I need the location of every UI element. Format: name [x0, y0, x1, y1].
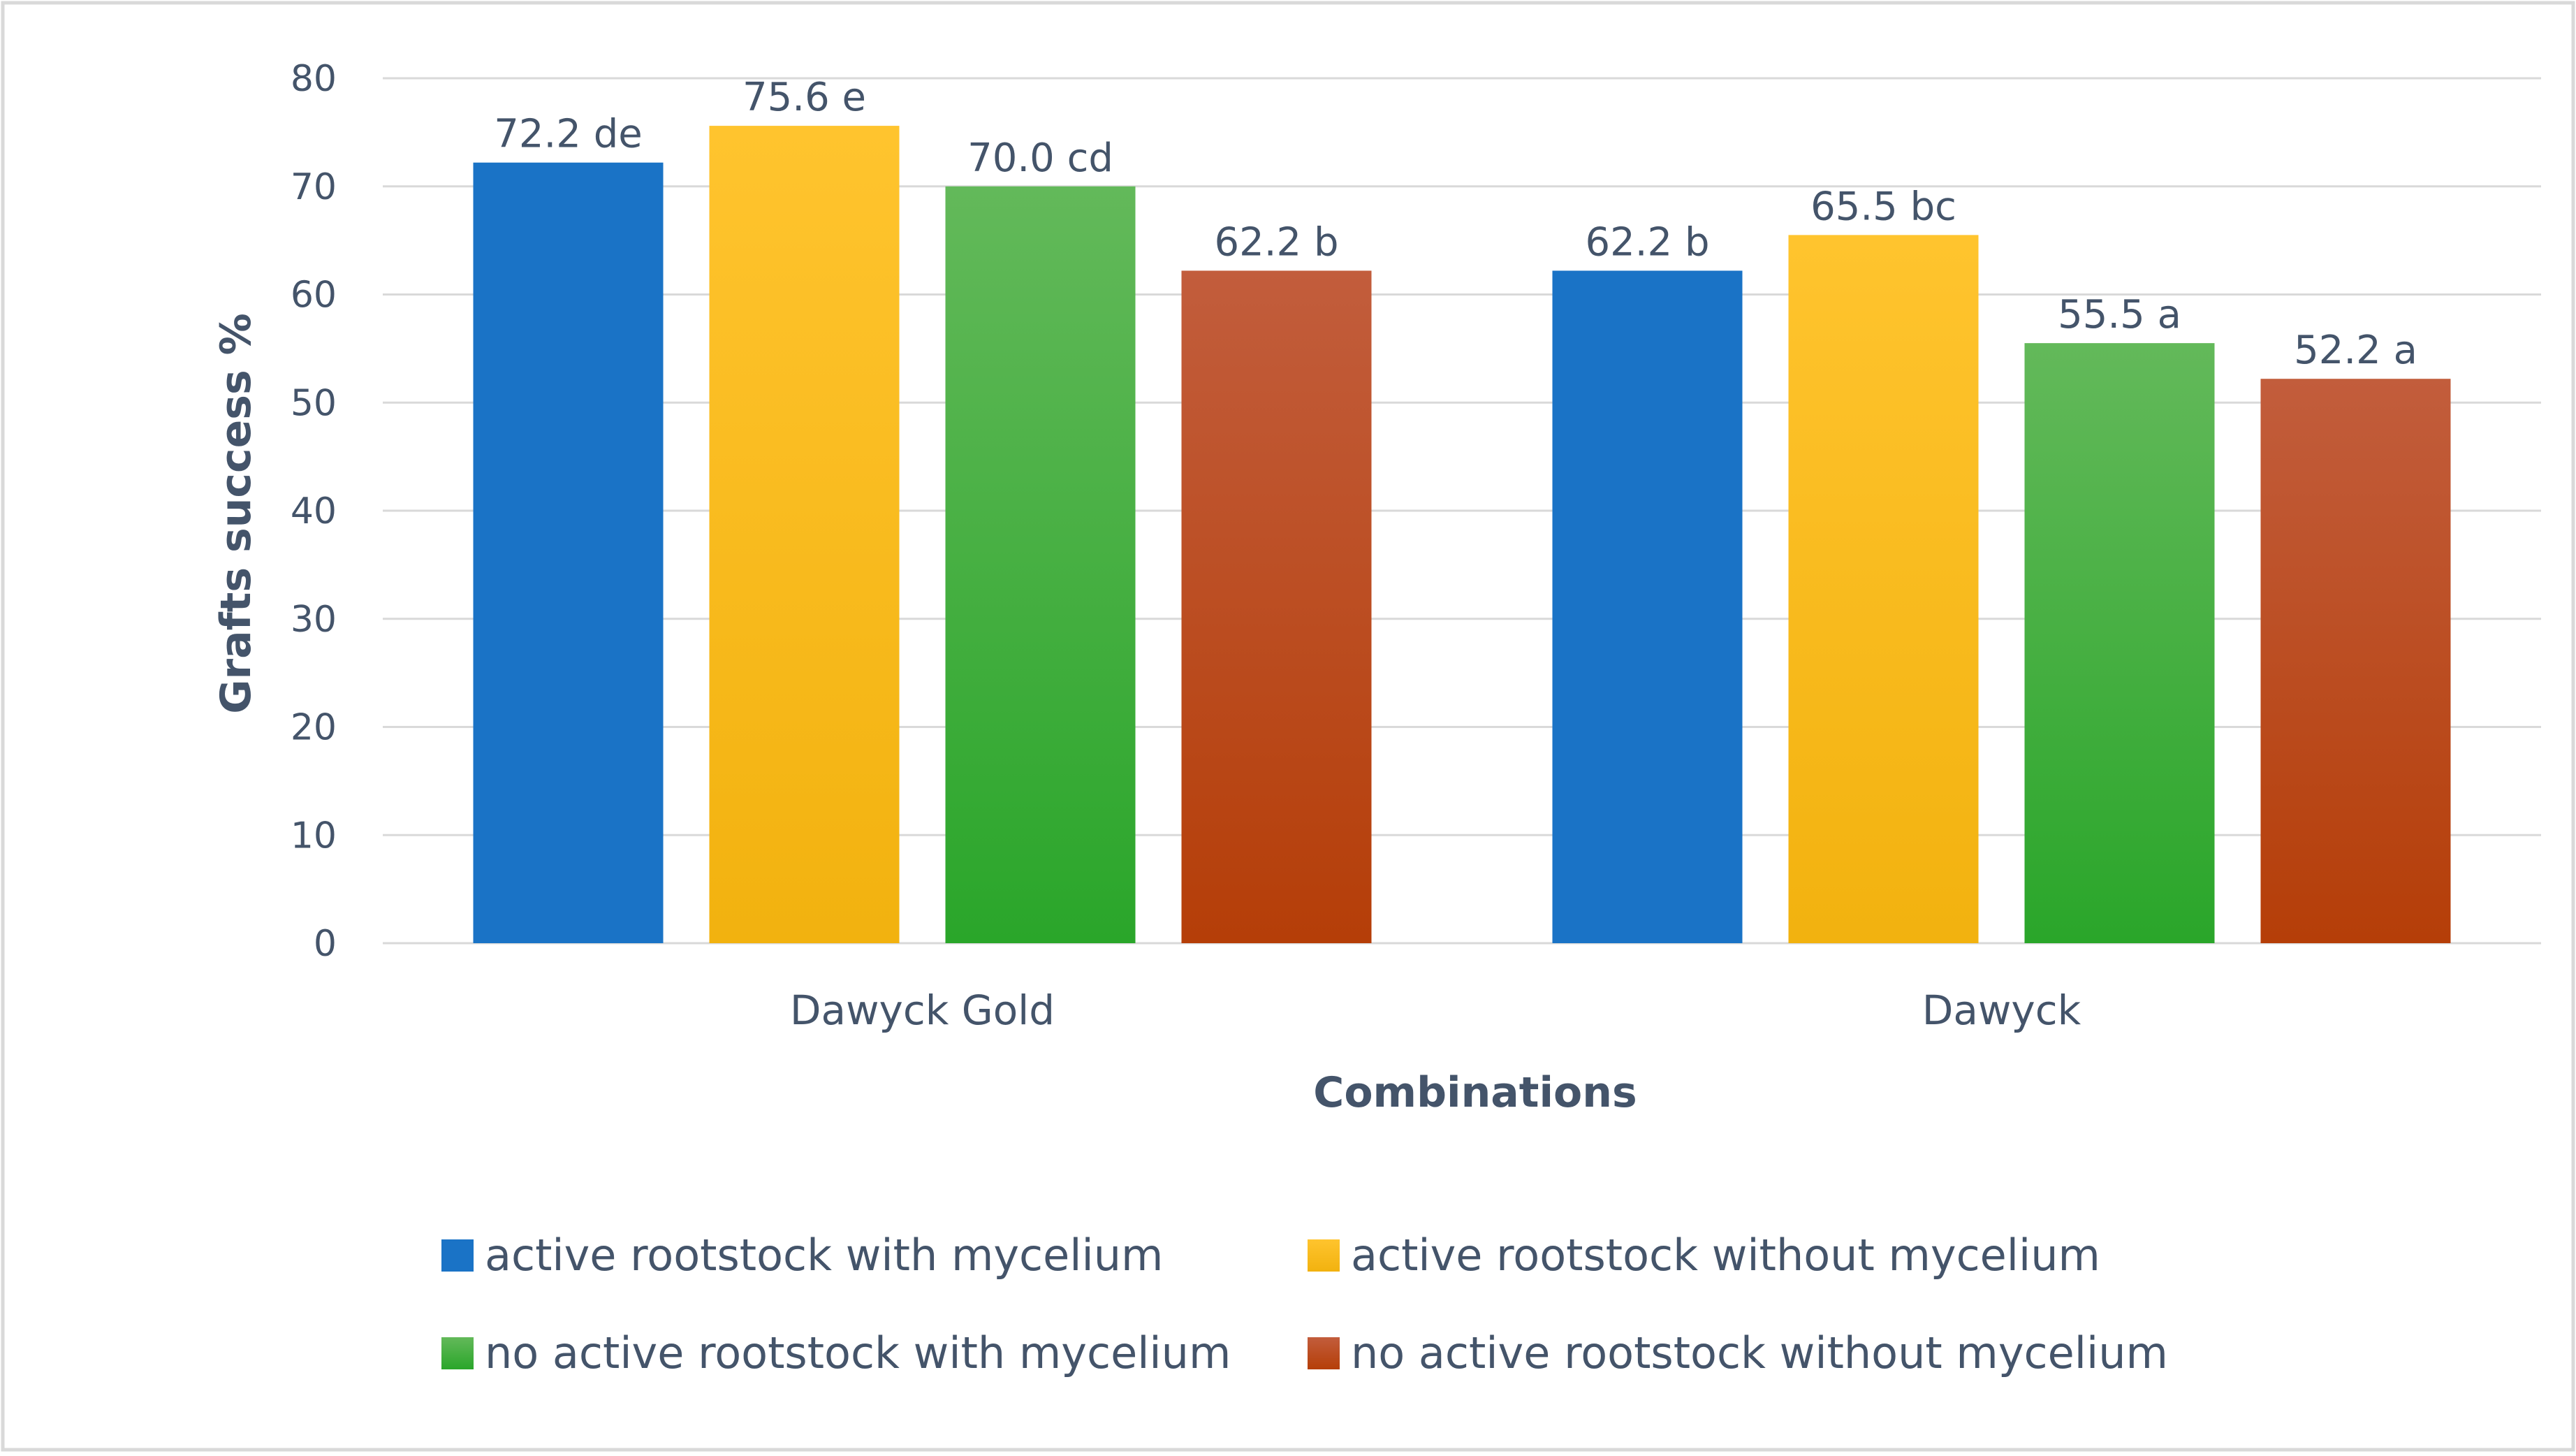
y-tick-label: 60 [291, 275, 337, 316]
data-label: 62.2 b [1585, 219, 1709, 265]
data-label: 62.2 b [1214, 219, 1338, 265]
data-label: 72.2 de [494, 112, 643, 157]
legend-swatch [1308, 1239, 1340, 1272]
y-axis-title: Grafts success % [212, 313, 261, 713]
y-tick-label: 50 [291, 382, 337, 424]
bar [1788, 235, 1979, 943]
legend-label: active rootstock without mycelium [1351, 1230, 2100, 1281]
bar [709, 126, 900, 944]
bar [1552, 270, 1743, 944]
y-tick-label: 10 [291, 815, 337, 857]
legend-swatch [1308, 1337, 1340, 1369]
legend-swatch [441, 1239, 474, 1272]
bar [2024, 343, 2215, 943]
category-label: Dawyck Gold [790, 987, 1055, 1034]
y-tick-label: 70 [291, 166, 337, 208]
bar [1181, 270, 1372, 944]
y-tick-label: 40 [291, 490, 337, 532]
data-label: 65.5 bc [1810, 184, 1956, 229]
legend-swatch [441, 1337, 474, 1369]
y-tick-label: 30 [291, 599, 337, 641]
category-label: Dawyck [1922, 987, 2081, 1034]
y-tick-label: 20 [291, 707, 337, 749]
y-tick-label: 0 [314, 923, 337, 965]
bar [473, 162, 664, 944]
x-axis-title: Combinations [1313, 1068, 1637, 1117]
legend-label: no active rootstock with mycelium [485, 1327, 1231, 1378]
data-label: 55.5 a [2058, 292, 2181, 337]
legend-label: active rootstock with mycelium [485, 1230, 1163, 1281]
data-label: 75.6 e [742, 75, 866, 120]
bars [473, 126, 2451, 944]
bar [2260, 379, 2451, 943]
x-axis-categories: Dawyck Gold Dawyck [790, 987, 2081, 1034]
y-tick-label: 80 [291, 58, 337, 100]
legend: active rootstock with mycelium active roo… [441, 1230, 2168, 1378]
data-labels: 72.2 de 75.6 e 70.0 cd 62.2 b 62.2 b 65.5 bc 5… [494, 75, 2417, 373]
legend-label: no active rootstock without mycelium [1351, 1327, 2168, 1378]
data-label: 70.0 cd [967, 136, 1113, 181]
data-label: 52.2 a [2294, 328, 2417, 373]
y-axis-ticks: 0 10 20 30 40 50 60 70 80 [291, 58, 337, 965]
bar [945, 186, 1136, 943]
